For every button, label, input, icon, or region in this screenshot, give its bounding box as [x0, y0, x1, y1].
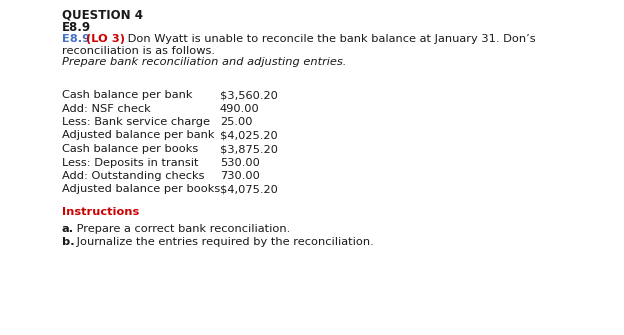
Text: Cash balance per books: Cash balance per books	[62, 144, 198, 154]
Text: QUESTION 4: QUESTION 4	[62, 8, 143, 21]
Text: $4,025.20: $4,025.20	[220, 131, 278, 140]
Text: Adjusted balance per books: Adjusted balance per books	[62, 185, 220, 195]
Text: Cash balance per bank: Cash balance per bank	[62, 90, 192, 100]
Text: Less: Deposits in transit: Less: Deposits in transit	[62, 157, 198, 168]
Text: Prepare bank reconciliation and adjusting entries.: Prepare bank reconciliation and adjustin…	[62, 57, 346, 67]
Text: 530.00: 530.00	[220, 157, 260, 168]
Text: Instructions: Instructions	[62, 207, 139, 217]
Text: $3,560.20: $3,560.20	[220, 90, 278, 100]
Text: a.: a.	[62, 224, 74, 234]
Text: Journalize the entries required by the reconciliation.: Journalize the entries required by the r…	[73, 237, 374, 247]
Text: (LO 3): (LO 3)	[86, 34, 125, 44]
Text: 490.00: 490.00	[220, 104, 260, 114]
Text: Add: Outstanding checks: Add: Outstanding checks	[62, 171, 205, 181]
Text: b.: b.	[62, 237, 75, 247]
Text: Prepare a correct bank reconciliation.: Prepare a correct bank reconciliation.	[73, 224, 290, 234]
Text: Don Wyatt is unable to reconcile the bank balance at January 31. Don’s: Don Wyatt is unable to reconcile the ban…	[124, 34, 535, 44]
Text: E8.9: E8.9	[62, 34, 90, 44]
Text: $3,875.20: $3,875.20	[220, 144, 278, 154]
Text: 25.00: 25.00	[220, 117, 253, 127]
Text: Less: Bank service charge: Less: Bank service charge	[62, 117, 210, 127]
Text: reconciliation is as follows.: reconciliation is as follows.	[62, 46, 215, 56]
Text: $4,075.20: $4,075.20	[220, 185, 278, 195]
Text: Adjusted balance per bank: Adjusted balance per bank	[62, 131, 215, 140]
Text: E8.9: E8.9	[62, 21, 91, 34]
Text: 730.00: 730.00	[220, 171, 260, 181]
Text: Add: NSF check: Add: NSF check	[62, 104, 151, 114]
